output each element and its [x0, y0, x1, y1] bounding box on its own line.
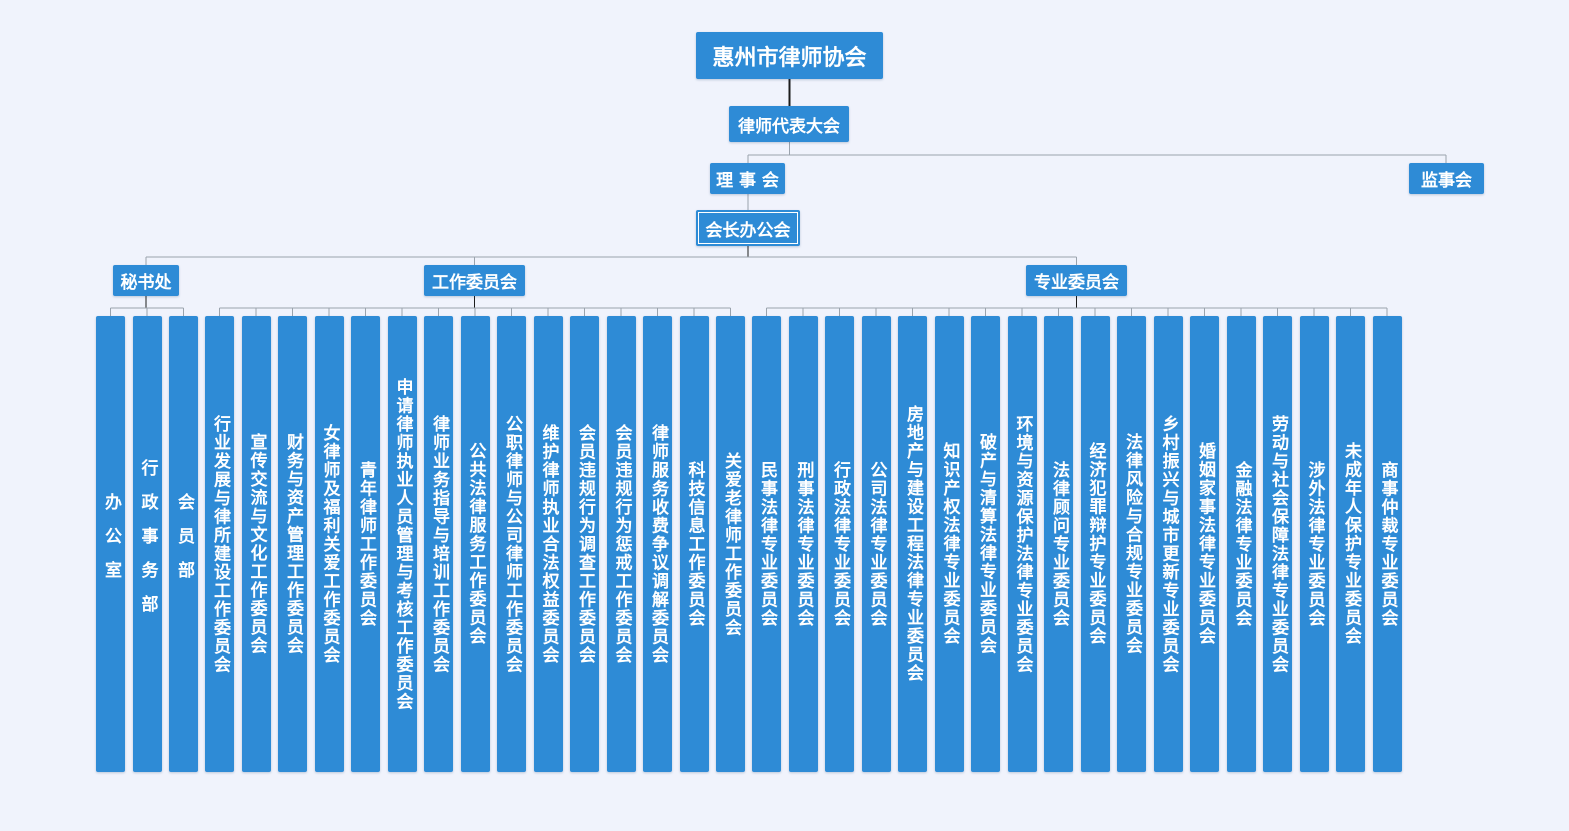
committee-column[interactable]: 会员部 — [169, 316, 198, 772]
committee-label: 公共法律服务工作委员会 — [465, 442, 486, 646]
committee-column[interactable]: 劳动与社会保障法律专业委员会 — [1263, 316, 1292, 772]
committee-column[interactable]: 民事法律专业委员会 — [752, 316, 781, 772]
committee-label: 乡村振兴与城市更新专业委员会 — [1158, 414, 1179, 674]
node-president-office[interactable]: 会长办公会 — [696, 210, 800, 246]
committee-label: 婚姻家事法律专业委员会 — [1195, 442, 1215, 646]
committee-column[interactable]: 经济犯罪辩护专业委员会 — [1080, 316, 1110, 772]
committee-column[interactable]: 财务与资产管理工作委员会 — [278, 316, 307, 772]
committee-label: 未成年人保护专业委员会 — [1341, 442, 1361, 646]
committee-label: 申请律师执业人员管理与考核工作委员会 — [392, 377, 413, 711]
node-secretariat[interactable]: 秘书处 — [113, 265, 179, 296]
committee-label: 劳动与社会保障法律专业委员会 — [1268, 414, 1288, 674]
committee-column[interactable]: 商事仲裁专业委员会 — [1372, 316, 1402, 772]
committee-column[interactable]: 法律顾问专业委员会 — [1044, 316, 1073, 772]
committee-column[interactable]: 行政法律专业委员会 — [825, 316, 854, 772]
committee-column[interactable]: 维护律师执业合法权益委员会 — [533, 316, 563, 772]
committee-column[interactable]: 未成年人保护专业委员会 — [1336, 316, 1365, 772]
committee-label: 环境与资源保护法律专业委员会 — [1012, 414, 1033, 674]
committee-label: 破产与清算法律专业委员会 — [976, 433, 996, 655]
committee-label: 行业发展与律所建设工作委员会 — [210, 414, 230, 674]
committee-label: 会员违规行为惩戒工作委员会 — [611, 423, 632, 665]
committee-column[interactable]: 关爱老律师工作委员会 — [716, 316, 745, 772]
node-professional-committees[interactable]: 专业委员会 — [1026, 265, 1127, 296]
committee-label: 法律顾问专业委员会 — [1049, 460, 1069, 628]
committee-label: 经济犯罪辩护专业委员会 — [1085, 442, 1106, 646]
committee-column[interactable]: 破产与清算法律专业委员会 — [971, 316, 1000, 772]
committee-label: 民事法律专业委员会 — [757, 460, 777, 628]
committee-label: 财务与资产管理工作委员会 — [283, 433, 303, 655]
committee-column[interactable]: 行业发展与律所建设工作委员会 — [205, 316, 234, 772]
committee-label: 刑事法律专业委员会 — [793, 460, 814, 628]
committee-column[interactable]: 公职律师与公司律师工作委员会 — [497, 316, 526, 772]
committee-column[interactable]: 办公室 — [96, 316, 125, 772]
committee-column[interactable]: 会员违规行为调查工作委员会 — [570, 316, 599, 772]
committee-column[interactable]: 会员违规行为惩戒工作委员会 — [606, 316, 636, 772]
committee-column[interactable]: 知识产权法律专业委员会 — [934, 316, 964, 772]
committee-column[interactable]: 乡村振兴与城市更新专业委员会 — [1153, 316, 1183, 772]
committee-label: 房地产与建设工程法律专业委员会 — [903, 405, 923, 683]
committee-label: 关爱老律师工作委员会 — [721, 451, 741, 637]
committee-column[interactable]: 科技信息工作委员会 — [679, 316, 709, 772]
committee-column[interactable]: 金融法律专业委员会 — [1226, 316, 1256, 772]
committee-label: 会员违规行为调查工作委员会 — [575, 423, 595, 665]
committee-label: 金融法律专业委员会 — [1231, 460, 1252, 628]
committee-column[interactable]: 刑事法律专业委员会 — [788, 316, 818, 772]
node-council[interactable]: 理 事 会 — [710, 163, 785, 194]
committee-column[interactable]: 宣传交流与文化工作委员会 — [241, 316, 271, 772]
node-congress[interactable]: 律师代表大会 — [729, 106, 849, 142]
committee-column[interactable]: 女律师及福利关爱工作委员会 — [314, 316, 344, 772]
committee-column[interactable]: 律师业务指导与培训工作委员会 — [424, 316, 453, 772]
committee-column[interactable]: 行政事务部 — [132, 316, 162, 772]
node-supervisory-board[interactable]: 监事会 — [1409, 163, 1484, 194]
committee-column[interactable]: 公司法律专业委员会 — [861, 316, 891, 772]
committee-column[interactable]: 环境与资源保护法律专业委员会 — [1007, 316, 1037, 772]
committee-column[interactable]: 律师服务收费争议调解委员会 — [643, 316, 672, 772]
committee-label: 行政法律专业委员会 — [830, 460, 850, 628]
committee-label: 办公室 — [101, 493, 121, 595]
committee-label: 女律师及福利关爱工作委员会 — [319, 423, 340, 665]
committee-label: 律师服务收费争议调解委员会 — [648, 423, 668, 665]
committee-label: 会员部 — [174, 493, 194, 595]
committee-label: 公司法律专业委员会 — [866, 460, 887, 628]
committee-column[interactable]: 申请律师执业人员管理与考核工作委员会 — [387, 316, 417, 772]
committee-column[interactable]: 法律风险与合规专业委员会 — [1117, 316, 1146, 772]
committee-column[interactable]: 婚姻家事法律专业委员会 — [1190, 316, 1219, 772]
committee-label: 商事仲裁专业委员会 — [1377, 460, 1398, 628]
committee-label: 行政事务部 — [137, 459, 158, 629]
committee-label: 法律风险与合规专业委员会 — [1122, 433, 1142, 655]
node-root[interactable]: 惠州市律师协会 — [696, 32, 883, 79]
committee-label: 宣传交流与文化工作委员会 — [246, 433, 267, 655]
committee-label: 维护律师执业合法权益委员会 — [538, 423, 559, 665]
committee-label: 科技信息工作委员会 — [684, 460, 705, 628]
committee-column[interactable]: 涉外法律专业委员会 — [1299, 316, 1329, 772]
node-work-committees[interactable]: 工作委员会 — [424, 265, 525, 296]
committee-column[interactable]: 青年律师工作委员会 — [351, 316, 380, 772]
committee-label: 律师业务指导与培训工作委员会 — [429, 414, 449, 674]
committee-label: 涉外法律专业委员会 — [1304, 460, 1325, 628]
committee-label: 知识产权法律专业委员会 — [939, 442, 960, 646]
committee-column[interactable]: 公共法律服务工作委员会 — [460, 316, 490, 772]
committee-label: 公职律师与公司律师工作委员会 — [502, 414, 522, 674]
committee-label: 青年律师工作委员会 — [356, 460, 376, 628]
committee-column[interactable]: 房地产与建设工程法律专业委员会 — [898, 316, 927, 772]
